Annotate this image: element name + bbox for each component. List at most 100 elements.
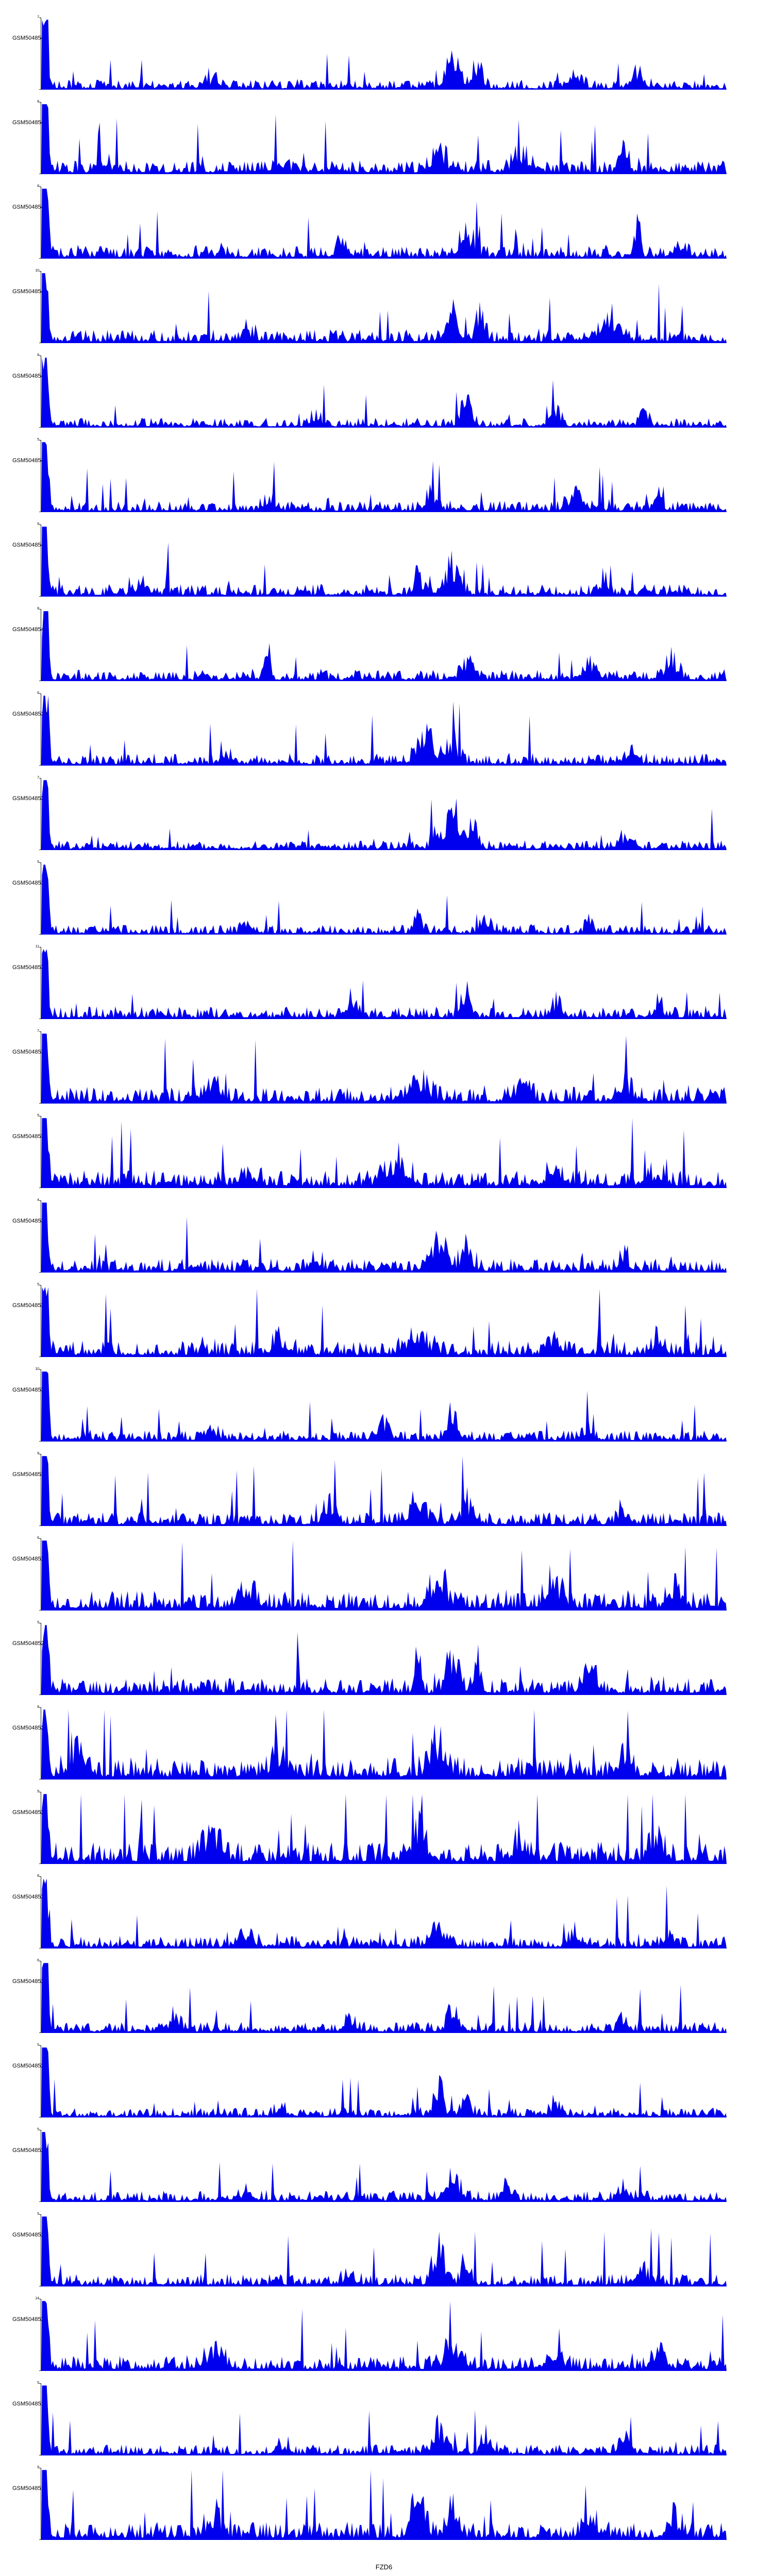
track-y-axis-tick xyxy=(39,427,41,428)
track-label: GSM5048530 xyxy=(12,1471,47,1478)
coverage-signal xyxy=(41,1540,727,1611)
track-row: GSM5048521 5 xyxy=(0,2211,773,2296)
coverage-signal xyxy=(41,1033,727,1104)
coverage-area xyxy=(41,2132,727,2202)
track-label: GSM5048518 xyxy=(12,2485,47,2492)
coverage-area xyxy=(41,865,727,935)
track-ymax-label: 7 xyxy=(37,776,39,779)
track-ymax-label: 5 xyxy=(37,2381,39,2385)
track-y-axis-tick xyxy=(39,258,41,259)
track-y-axis-tick xyxy=(39,2032,41,2033)
track-plot: 9 xyxy=(37,1790,727,1864)
coverage-area xyxy=(41,949,727,1019)
track-ymax-label: 8 xyxy=(37,1705,39,1709)
track-ymax-label: 6 xyxy=(37,1959,39,1962)
track-row: GSM5048531 10 xyxy=(0,1366,773,1451)
track-label: GSM5048538 xyxy=(12,795,47,802)
track-ymax-label: 10 xyxy=(35,269,39,273)
track-row: GSM5048520 14 xyxy=(0,2296,773,2380)
track-plot: 6 xyxy=(37,1959,727,2033)
track-plot: 8 xyxy=(37,353,727,428)
coverage-area xyxy=(41,2047,727,2117)
track-label: GSM5048519 xyxy=(12,2401,47,2407)
track-y-axis-tick xyxy=(39,1538,41,1539)
coverage-area xyxy=(41,780,727,850)
track-ymax-label: 11 xyxy=(35,945,39,948)
track-y-axis-tick xyxy=(39,102,41,103)
track-y-axis-tick xyxy=(39,1707,41,1708)
track-plot: 5 xyxy=(37,2043,727,2117)
track-y-axis-tick xyxy=(39,1610,41,1611)
coverage-signal xyxy=(41,1709,727,1780)
track-row: GSM5048518 9 xyxy=(0,2465,773,2549)
track-row: GSM5048536 11 xyxy=(0,944,773,1028)
track-plot: 5 xyxy=(37,1283,727,1357)
track-y-axis-tick xyxy=(39,765,41,766)
track-y-axis-tick xyxy=(39,89,41,90)
track-label: GSM5048527 xyxy=(12,1725,47,1731)
track-plot: 5 xyxy=(37,2381,727,2455)
track-ymax-label: 8 xyxy=(37,100,39,104)
coverage-area xyxy=(41,20,727,90)
track-label: GSM5048526 xyxy=(12,1809,47,1816)
gene-annotation-section: FZD6 ›››››››››››››››››››››››››››››››››››… xyxy=(41,2563,727,2576)
coverage-area xyxy=(41,2301,727,2371)
track-label: GSM5048540 xyxy=(12,626,47,633)
track-y-axis-tick xyxy=(39,2383,41,2384)
track-row: GSM5048528 5 xyxy=(0,1620,773,1704)
track-y-axis-tick xyxy=(39,1369,41,1370)
track-ymax-label: 8 xyxy=(37,353,39,357)
track-plot: 8 xyxy=(37,100,727,174)
track-row: GSM5048529 6 xyxy=(0,1535,773,1620)
track-label: GSM5048529 xyxy=(12,1556,47,1562)
track-ymax-label: 8 xyxy=(37,184,39,188)
coverage-area xyxy=(41,1202,727,1273)
track-plot: 11 xyxy=(36,945,727,1019)
track-label: GSM5048524 xyxy=(12,1978,47,1985)
track-row: GSM5048526 9 xyxy=(0,1789,773,1873)
track-row: GSM5048545 8 xyxy=(0,183,773,268)
track-label: GSM5048546 xyxy=(12,120,47,126)
track-row: GSM5048522 5 xyxy=(0,2127,773,2211)
track-y-axis-tick xyxy=(39,596,41,597)
coverage-signal xyxy=(41,104,727,174)
coverage-area xyxy=(41,527,727,597)
track-plot: 8 xyxy=(37,607,727,681)
track-ymax-label: 7 xyxy=(37,15,39,19)
coverage-signal xyxy=(41,696,727,766)
coverage-signal xyxy=(41,1456,727,1526)
track-label: GSM5048528 xyxy=(12,1640,47,1647)
track-label: GSM5048534 xyxy=(12,1133,47,1140)
coverage-signal xyxy=(41,189,727,259)
coverage-signal xyxy=(41,1625,727,1695)
coverage-signal xyxy=(41,949,727,1019)
track-ymax-label: 5 xyxy=(37,1283,39,1286)
track-label: GSM5048547 xyxy=(12,35,47,41)
track-plot: 5 xyxy=(37,860,727,935)
track-label: GSM5048545 xyxy=(12,204,47,210)
coverage-signal xyxy=(41,2301,727,2371)
track-label: GSM5048536 xyxy=(12,964,47,971)
coverage-area xyxy=(41,611,727,681)
track-y-axis-tick xyxy=(39,1272,41,1273)
coverage-area xyxy=(41,2470,727,2540)
track-row: GSM5048541 9 xyxy=(0,521,773,606)
track-ymax-label: 5 xyxy=(37,2212,39,2216)
track-row: GSM5048546 8 xyxy=(0,99,773,183)
coverage-signal xyxy=(41,1287,727,1357)
track-plot: 9 xyxy=(37,2466,727,2540)
track-y-axis-tick xyxy=(39,862,41,863)
track-y-axis-tick xyxy=(39,1031,41,1032)
track-y-axis-tick xyxy=(39,271,41,272)
coverage-signal xyxy=(41,865,727,935)
track-y-axis-tick xyxy=(39,1103,41,1104)
track-ymax-label: 14 xyxy=(35,2297,39,2300)
track-y-axis-tick xyxy=(39,524,41,525)
coverage-signal xyxy=(41,2385,727,2455)
coverage-area xyxy=(41,189,727,259)
coverage-signal xyxy=(41,273,727,343)
coverage-area xyxy=(41,1456,727,1526)
track-ymax-label: 6 xyxy=(37,1536,39,1540)
coverage-area xyxy=(41,1709,727,1780)
